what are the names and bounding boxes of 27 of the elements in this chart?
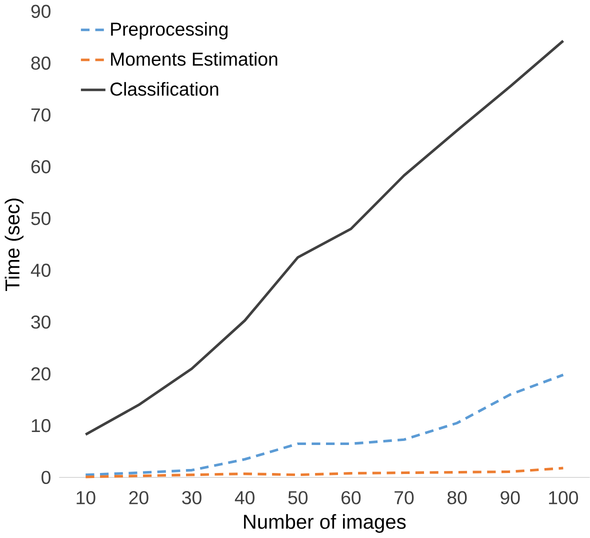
x-tick-label: 30 — [182, 491, 202, 504]
x-tick-label: 40 — [234, 491, 254, 504]
x-tick-label: 90 — [500, 491, 520, 504]
y-tick-label: 10 — [32, 419, 50, 432]
y-tick-label: 60 — [31, 160, 50, 174]
x-tick-label: 50 — [288, 491, 308, 504]
y-tick-label: 30 — [31, 316, 50, 329]
x-axis-title: Number of images — [244, 514, 406, 534]
x-tick-label: 70 — [394, 491, 414, 504]
x-tick-label: 80 — [448, 491, 467, 504]
legend-label: Classification — [110, 82, 218, 96]
y-tick-label: 0 — [42, 471, 50, 484]
x-tick-label: 60 — [342, 491, 361, 504]
y-tick-label: 80 — [31, 56, 50, 70]
line-series — [84, 374, 564, 476]
x-tick-label: 10 — [76, 491, 96, 504]
x-tick-label: 20 — [129, 491, 148, 504]
y-tick-label: 90 — [31, 4, 50, 18]
legend-label: Moments Estimation — [111, 52, 278, 66]
legend-label: Preprocessing — [111, 22, 228, 40]
y-tick-label: 20 — [31, 367, 50, 381]
y-tick-label: 40 — [30, 264, 50, 278]
y-tick-label: 50 — [31, 212, 50, 226]
y-axis-title: Time (sec) — [4, 198, 24, 292]
x-tick-label: 100 — [549, 491, 578, 504]
y-tick-label: 70 — [31, 108, 50, 122]
line-series — [84, 40, 564, 436]
